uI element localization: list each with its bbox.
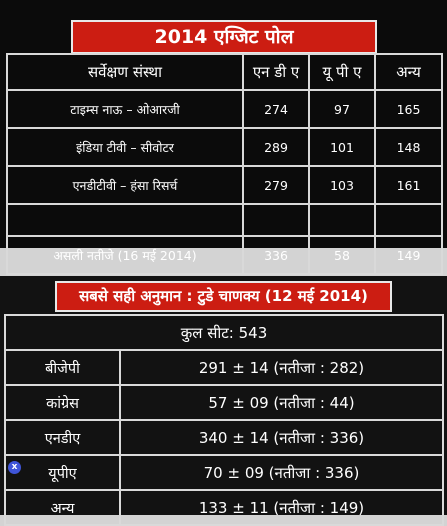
estimate-cell: 340 ± 14 (नतीजा : 336)	[119, 419, 444, 456]
agency-cell: एनडीटीवी – हंसा रिसर्च	[6, 165, 244, 205]
party-cell: बीजेपी	[4, 349, 121, 386]
estimate-cell: 291 ± 14 (नतीजा : 282)	[119, 349, 444, 386]
table-row: अन्य 133 ± 11 (नतीजा : 149)	[4, 489, 444, 526]
blue-dot-icon[interactable]: x	[8, 461, 21, 474]
estimate-cell: 57 ± 09 (नतीजा : 44)	[119, 384, 444, 421]
actual-label: असली नतीजे (16 मई 2014)	[6, 235, 244, 275]
agency-cell: इंडिया टीवी – सीवोटर	[6, 127, 244, 167]
agency-cell: टाइम्स नाऊ – ओआरजी	[6, 89, 244, 129]
table-row: टाइम्स नाऊ – ओआरजी 274 97 165	[6, 89, 443, 129]
blank-cell	[242, 203, 310, 237]
total-seats: कुल सीट: 543	[4, 314, 444, 351]
total-seats-row: कुल सीट: 543	[4, 314, 444, 351]
table-row: इंडिया टीवी – सीवोटर 289 101 148	[6, 127, 443, 167]
exit-poll-title: 2014 एग्जिट पोल	[71, 20, 377, 54]
blank-cell	[374, 203, 443, 237]
nda-cell: 274	[242, 89, 310, 129]
blank-row	[6, 203, 443, 237]
upa-cell: 101	[308, 127, 376, 167]
estimate-cell: 70 ± 09 (नतीजा : 336)	[119, 454, 444, 491]
others-cell: 161	[374, 165, 443, 205]
party-cell: यूपीए	[4, 454, 121, 491]
header-others: अन्य	[374, 53, 443, 91]
header-agency: सर्वेक्षण संस्था	[6, 53, 244, 91]
party-cell: एनडीए	[4, 419, 121, 456]
blank-cell	[308, 203, 376, 237]
actual-results-row: असली नतीजे (16 मई 2014) 336 58 149	[6, 235, 443, 275]
nda-cell: 289	[242, 127, 310, 167]
party-cell: अन्य	[4, 489, 121, 526]
others-cell: 148	[374, 127, 443, 167]
table-row: यूपीए 70 ± 09 (नतीजा : 336)	[4, 454, 444, 491]
estimate-cell: 133 ± 11 (नतीजा : 149)	[119, 489, 444, 526]
table-row: एनडीए 340 ± 14 (नतीजा : 336)	[4, 419, 444, 456]
actual-upa: 58	[308, 235, 376, 275]
table-row: एनडीटीवी – हंसा रिसर्च 279 103 161	[6, 165, 443, 205]
upa-cell: 103	[308, 165, 376, 205]
accurate-estimate-table: कुल सीट: 543 बीजेपी 291 ± 14 (नतीजा : 28…	[4, 314, 444, 526]
table-row: बीजेपी 291 ± 14 (नतीजा : 282)	[4, 349, 444, 386]
header-nda: एन डी ए	[242, 53, 310, 91]
header-upa: यू पी ए	[308, 53, 376, 91]
accurate-estimate-title: सबसे सही अनुमान : टुडे चाणक्य (12 मई 201…	[55, 281, 392, 312]
others-cell: 165	[374, 89, 443, 129]
exit-poll-table: सर्वेक्षण संस्था एन डी ए यू पी ए अन्य टा…	[6, 53, 443, 275]
blank-cell	[6, 203, 244, 237]
upa-cell: 97	[308, 89, 376, 129]
party-cell: कांग्रेस	[4, 384, 121, 421]
table-row: कांग्रेस 57 ± 09 (नतीजा : 44)	[4, 384, 444, 421]
nda-cell: 279	[242, 165, 310, 205]
table-header-row: सर्वेक्षण संस्था एन डी ए यू पी ए अन्य	[6, 53, 443, 91]
actual-nda: 336	[242, 235, 310, 275]
actual-others: 149	[374, 235, 443, 275]
